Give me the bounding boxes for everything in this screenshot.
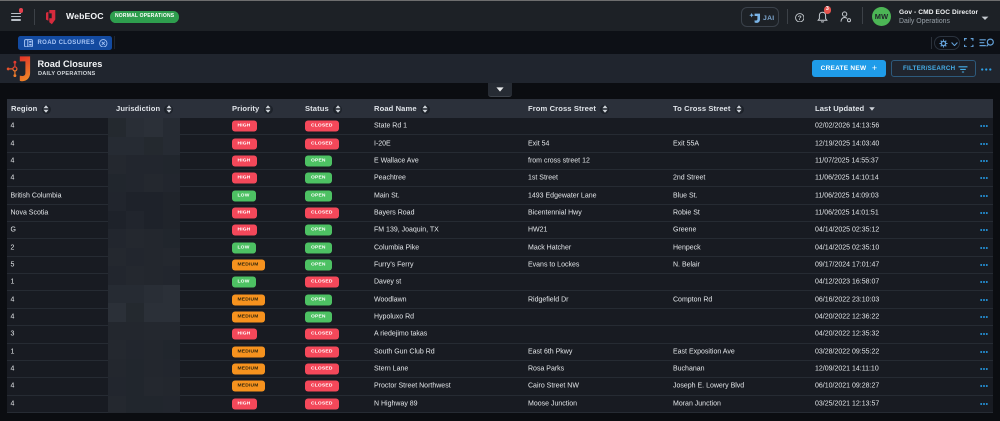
- svg-text:?: ?: [797, 15, 801, 22]
